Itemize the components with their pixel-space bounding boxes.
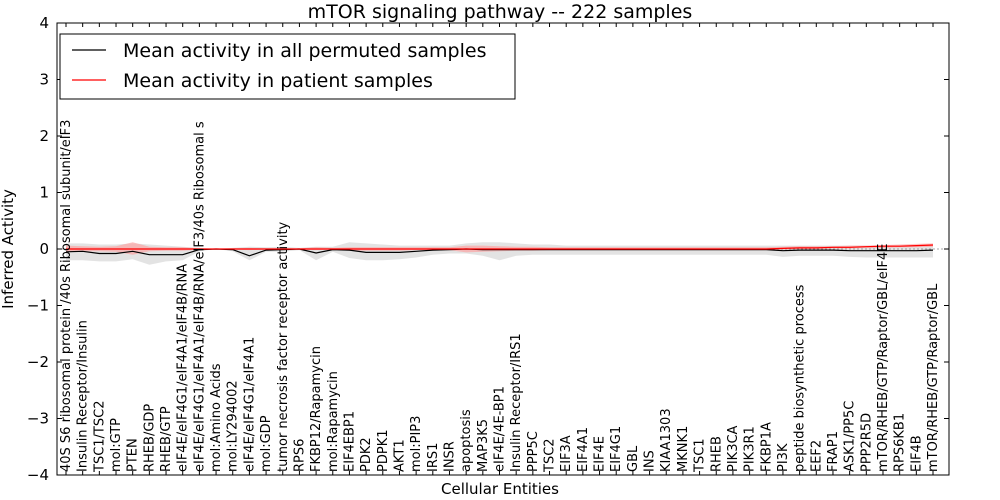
entity-label: eIF4E/4E-BP1 [493, 386, 508, 472]
entity-label: RPS6 [292, 439, 307, 472]
y-tick-label: 0 [39, 240, 49, 258]
y-tick-label: 1 [39, 184, 49, 202]
entity-label: Insulin Receptor/Insulin [76, 320, 91, 472]
entity-label: eIF4E/eIF4G1/eIF4A1 [242, 337, 257, 472]
entity-label: EEF2 [809, 440, 824, 472]
entity-label: EIF4EBP1 [342, 411, 357, 472]
entity-label: PPP5C [526, 431, 541, 472]
entity-label: eIF4E/eIF4G1/eIF4A1/eIF4B/RNA/eIF3/40s R… [192, 121, 207, 472]
entity-label: mTOR/RHEB/GTP/Raptor/GBL [926, 283, 941, 472]
entity-label: FKBP1A [759, 422, 774, 472]
legend-label-patient: Mean activity in patient samples [123, 70, 433, 92]
y-tick-label: 2 [39, 127, 49, 145]
entity-label: RHEB [709, 436, 724, 472]
entity-label: mol:GDP [259, 415, 274, 472]
entity-label: IRS1 [426, 443, 441, 472]
entity-label: TSC2 [543, 438, 558, 473]
entity-label: PPP2R5D [859, 413, 874, 472]
y-tick-label: −4 [27, 466, 49, 484]
entity-label: eIF4E/eIF4G1/eIF4A1/eIF4B/RNA [176, 264, 191, 472]
entity-label: Insulin Receptor/IRS1 [509, 333, 524, 472]
y-tick-label: 4 [39, 14, 49, 32]
series-lines [65, 244, 934, 257]
y-tick-label: −2 [27, 353, 49, 371]
entity-label: FRAP1 [826, 431, 841, 472]
entity-label: MAP3K5 [476, 419, 491, 472]
entity-label: INSR [443, 441, 458, 472]
entity-labels: 40S S6 ribosomal protein /40s Ribosomal … [59, 120, 941, 473]
entity-label: TSC1 [693, 438, 708, 473]
y-axis-title: Inferred Activity [0, 189, 17, 309]
y-tick-label: −3 [27, 410, 49, 428]
y-axis: −4 −3 −2 −1 0 1 2 3 4 [27, 14, 949, 484]
entity-label: GBL [626, 445, 641, 472]
chart-title: mTOR signaling pathway -- 222 samples [308, 1, 693, 23]
entity-label: EIF4A1 [576, 427, 591, 472]
entity-label: tumor necrosis factor receptor activity [276, 221, 291, 472]
y-tick-label: −1 [27, 297, 49, 315]
entity-label: mol:Rapamycin [326, 371, 341, 472]
series-line-1 [66, 244, 934, 250]
entity-label: EIF4B [909, 435, 924, 472]
entity-label: INS [643, 450, 658, 472]
entity-label: mol:GTP [109, 418, 124, 472]
entity-label: MKNK1 [676, 426, 691, 472]
entity-label: RHEB/GTP [159, 406, 174, 472]
legend-box [59, 33, 516, 100]
x-axis-title: Cellular Entities [441, 480, 559, 498]
legend-label-all: Mean activity in all permuted samples [123, 40, 486, 62]
entity-label: EIF4G1 [609, 426, 624, 472]
entity-label: 40S S6 ribosomal protein /40s Ribosomal … [59, 120, 74, 472]
y-tick-label: 3 [39, 71, 49, 89]
entity-label: PIK3R1 [743, 426, 758, 472]
entity-label: apoptosis [459, 409, 474, 472]
entity-label: PI3K [776, 443, 791, 472]
entity-label: PIK3CA [726, 425, 741, 472]
legend: Mean activity in all permuted samples Me… [59, 33, 516, 100]
plot-frame [56, 22, 950, 476]
entity-label: RPS6KB1 [893, 413, 908, 472]
entity-label: mol:Amino Acids [209, 363, 224, 472]
entity-label: FKBP12/Rapamycin [309, 346, 324, 472]
entity-label: PTEN [126, 438, 141, 472]
entity-label: KIAA1303 [659, 408, 674, 472]
entity-label: PDK2 [359, 437, 374, 472]
entity-label: ASK1/PP5C [843, 401, 858, 472]
entity-label: AKT1 [393, 439, 408, 472]
entity-label: EIF4E [593, 436, 608, 472]
entity-label: EIF3A [559, 435, 574, 472]
entity-label: mTOR/RHEB/GTP/Raptor/GBL/eIF4E [876, 244, 891, 473]
entity-label: mol:LY294002 [226, 380, 241, 472]
entity-label: peptide biosynthetic process [793, 284, 808, 472]
entity-label: TSC1/TSC2 [92, 401, 107, 473]
entity-label: mol:PIP3 [409, 416, 424, 472]
entity-label: RHEB/GDP [142, 404, 157, 472]
entity-label: PDPK1 [376, 430, 391, 473]
